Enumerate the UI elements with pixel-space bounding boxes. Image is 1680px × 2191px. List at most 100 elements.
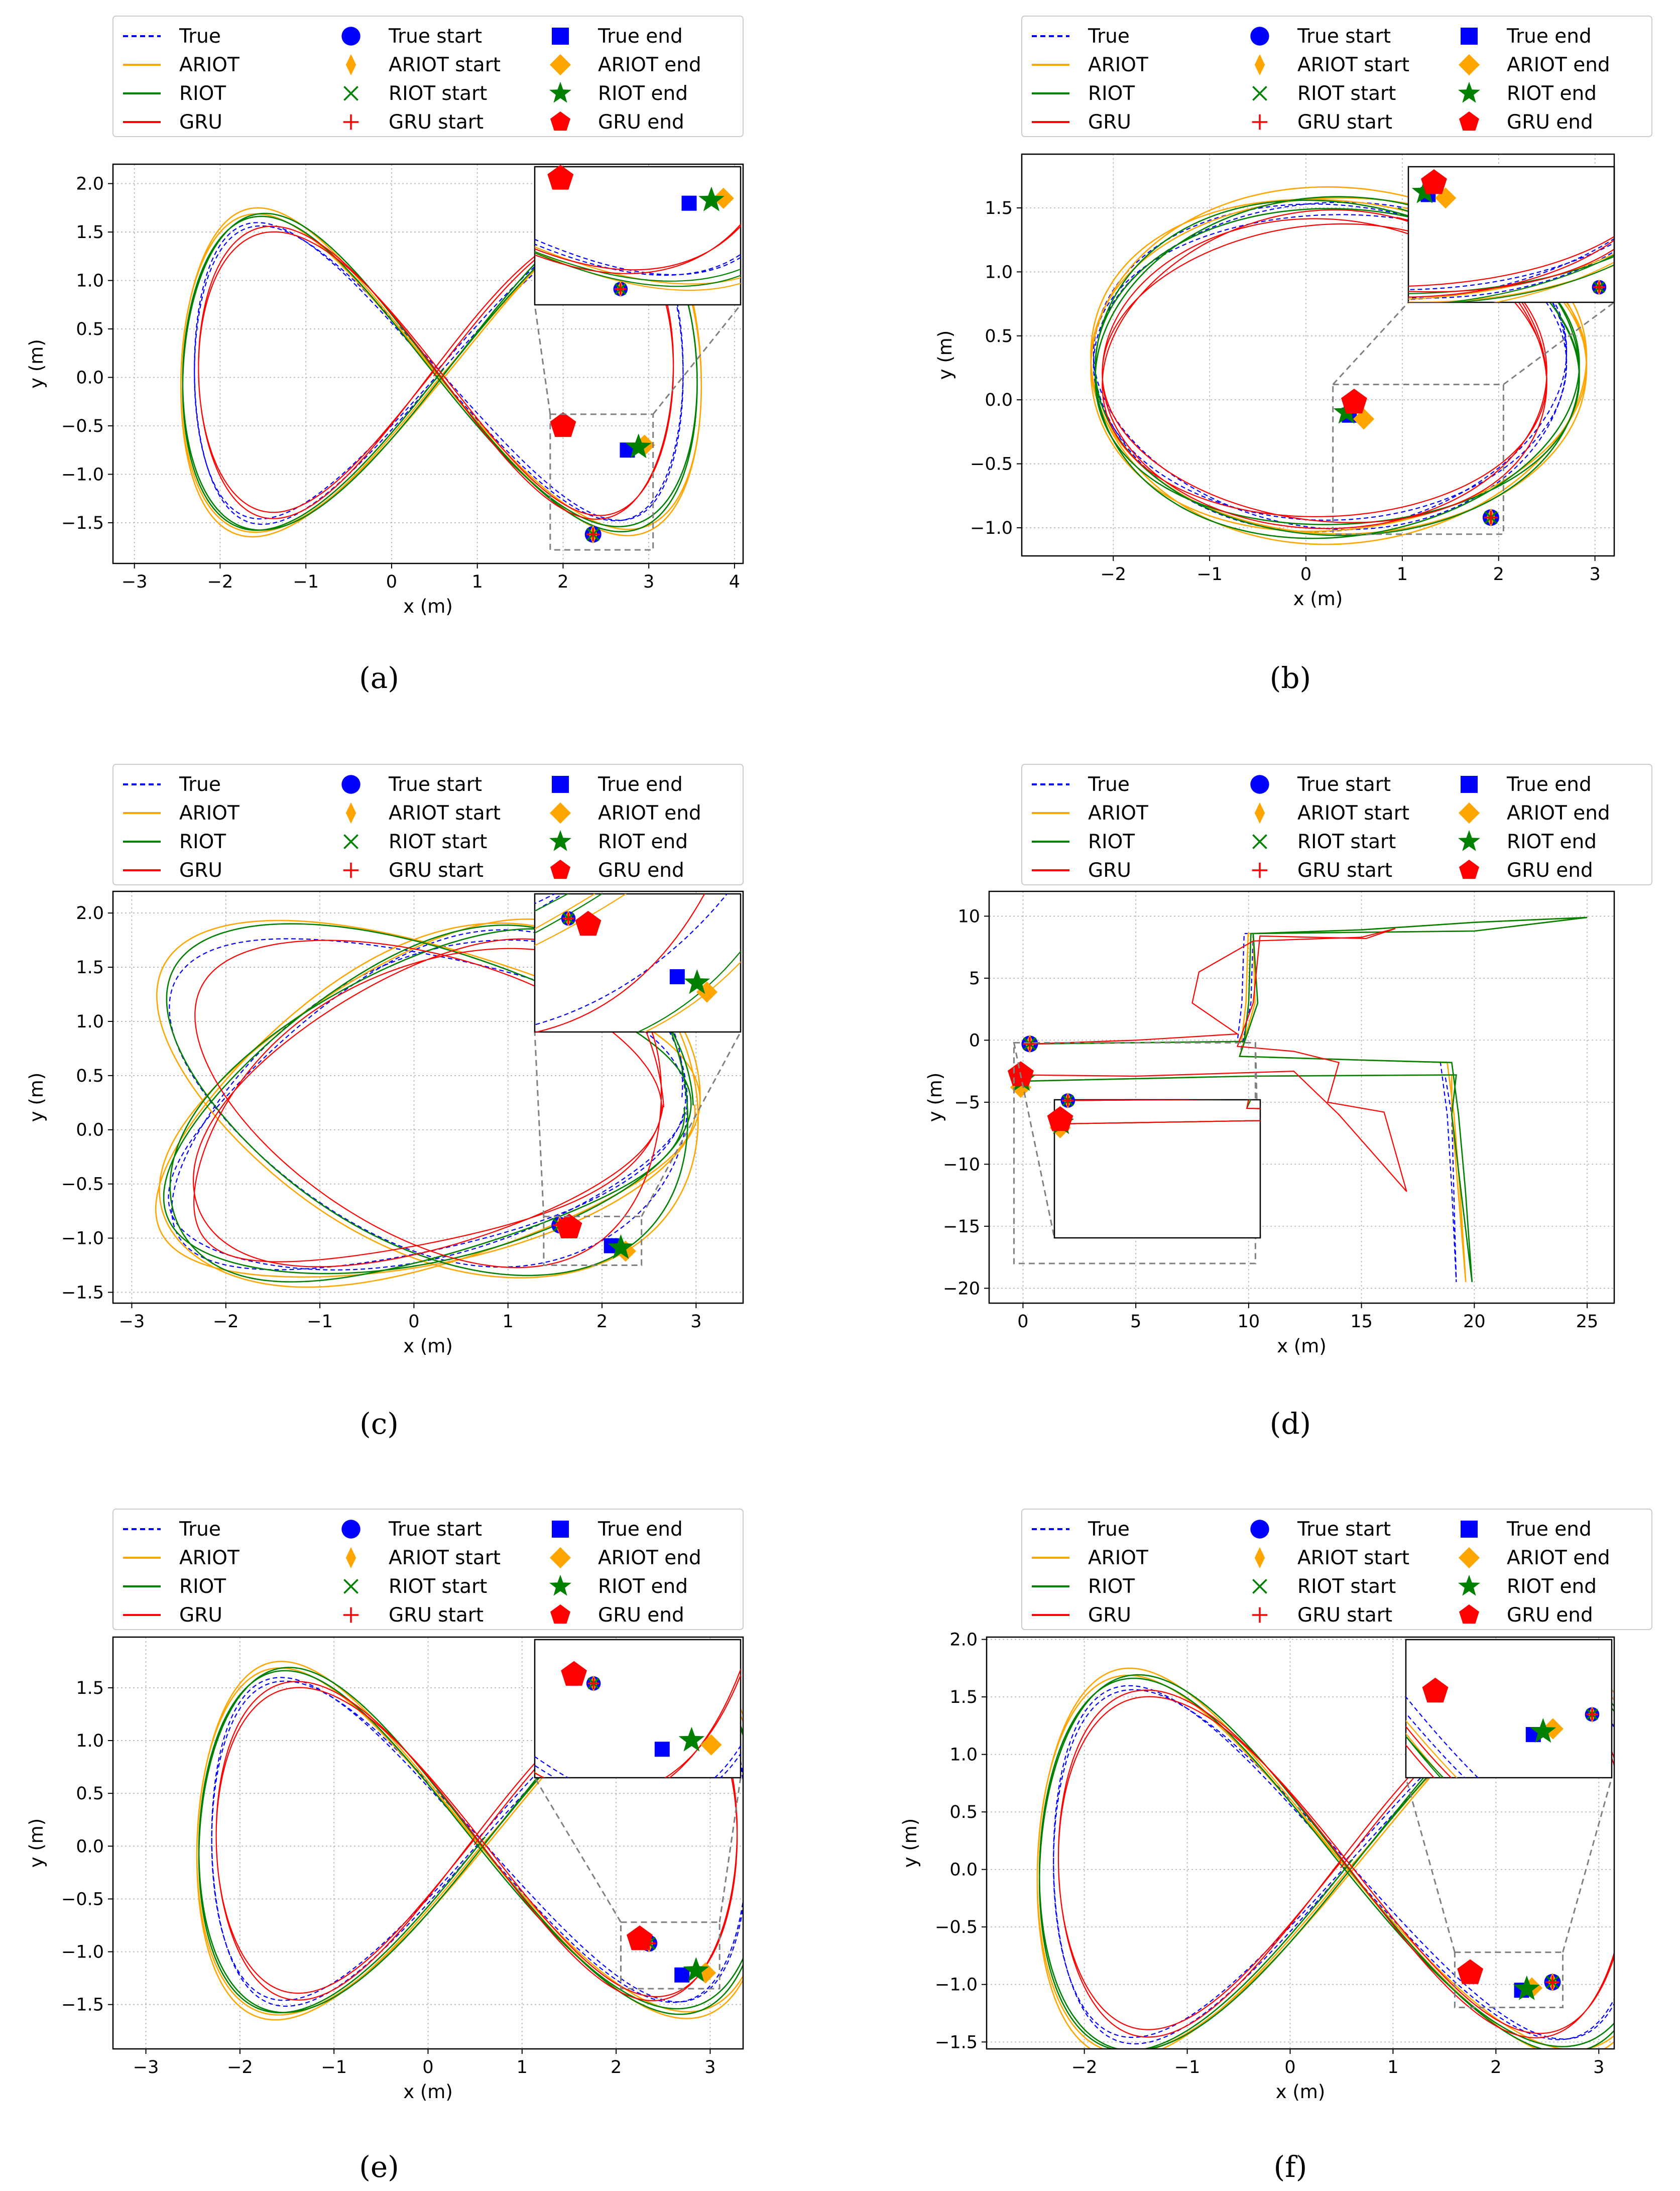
legend-swatch [1461,28,1478,45]
inset-gru-end [561,1661,587,1686]
legend-swatch [345,54,356,76]
legend-label: GRU start [389,859,484,882]
legend-item-riot-end: RIOT end [549,830,688,853]
legend-item-ariot-end: ARIOT end [1458,802,1610,825]
legend-swatch [549,1574,571,1596]
legend-swatch [1459,859,1479,879]
x-tick-label: −1 [307,1312,333,1332]
zoom-connector [1013,1043,1055,1238]
legend-swatch [1461,776,1478,793]
legend-label: True end [1506,25,1592,48]
legend-item-riot-start: RIOT start [1252,1575,1396,1598]
inset-gru-start [615,283,627,295]
legend-item-riot-start: RIOT start [343,1575,487,1598]
zoom-connector [1332,301,1409,385]
inset-ariot-end [712,187,734,209]
subplot-e: True ARIOT RIOT GRU True start ARIOT start RIO… [26,1509,744,2184]
legend-label: ARIOT [1088,1547,1148,1569]
legend-swatch [550,111,570,131]
legend-item-true-end: True end [552,773,683,796]
legend: True ARIOT RIOT GRU True start ARIOT start RIO… [1021,16,1652,137]
legend-item-riot-start: RIOT start [343,831,487,853]
legend-label: GRU start [1297,111,1392,134]
legend-swatch [549,830,571,851]
legend-label: RIOT [179,1575,226,1598]
legend-label: GRU start [389,111,484,134]
legend-label: ARIOT end [1507,54,1610,76]
legend-label: GRU end [598,111,684,134]
gru-start-marker [1484,511,1498,525]
legend-label: ARIOT end [598,54,701,76]
zoom-inset [1405,1639,1613,1953]
x-tick-label: −1 [293,572,319,592]
plot-frame [112,1636,744,2050]
legend-label: GRU start [1297,859,1392,882]
x-axis-label: x (m) [1277,1335,1327,1357]
trajectories [1020,916,1588,1283]
zoom-connector [1405,1777,1456,1953]
legend-label: ARIOT end [1507,1547,1610,1569]
legend-item-ariot-start: ARIOT start [345,802,501,825]
legend-swatch [549,1547,571,1569]
x-tick-label: −2 [1100,564,1126,585]
plot-frame [112,890,744,1304]
legend-swatch [345,1547,356,1569]
x-tick-label: −3 [122,572,148,592]
series-ariot [155,918,701,1288]
legend-item-gru-start: GRU start [343,1604,484,1627]
series-gru [193,938,664,1269]
trajectories [196,1661,743,2021]
y-tick-label: −1.0 [61,465,104,485]
inset-gru-start [562,912,574,925]
legend-label: GRU [1088,111,1131,134]
legend-label: RIOT end [598,1575,688,1598]
legend-label: True [1088,773,1130,796]
series-gru [1102,209,1547,529]
legend-swatch [1461,1521,1478,1538]
legend-item-true-start: True start [341,1518,482,1541]
legend-label: ARIOT [1088,802,1148,825]
legend-item-true-start: True start [1250,1518,1391,1541]
legend-label: True end [597,25,683,48]
legend-item-ariot-start: ARIOT start [1254,802,1409,825]
y-tick-label: 2.0 [76,903,104,924]
x-axis-label: x (m) [403,1335,453,1357]
series-gru [198,225,674,520]
y-axis-label: y (m) [899,1818,921,1868]
y-tick-label: −10 [943,1155,980,1175]
y-tick-label: 1.0 [76,1012,104,1032]
legend-label: True [1088,25,1130,48]
legend-label: GRU [1088,859,1131,882]
subplot-caption: (e) [359,2150,399,2184]
inset-gru-end [1421,169,1447,194]
legend-item-gru: GRU [123,859,222,882]
legend-label: ARIOT end [598,802,701,825]
legend-label: True end [597,773,683,796]
legend-swatch [1252,114,1268,130]
x-tick-label: 3 [1593,2057,1604,2078]
legend-swatch [1250,1520,1269,1539]
legend-label: RIOT [1088,831,1135,853]
ariot-end-marker [1353,408,1375,430]
legend-item-true: True [1032,25,1130,48]
markers [627,1925,716,1984]
zoom-region [543,1215,643,1266]
plot-frame [1021,153,1615,557]
zoom-connector [718,1777,742,1922]
legend-label: RIOT end [1507,82,1597,105]
legend-swatch [341,775,361,794]
x-tick-label: 3 [704,2057,715,2078]
y-tick-label: −0.5 [61,416,104,436]
y-tick-label: 5 [969,969,980,989]
legend-label: ARIOT start [1297,1547,1409,1569]
legend-item-ariot-end: ARIOT end [549,1547,701,1569]
x-tick-label: 4 [729,572,740,592]
inset-gru-start [1062,1094,1074,1107]
inset-riot-end [678,1726,705,1752]
legend-label: ARIOT [1088,54,1148,76]
legend-item-gru-end: GRU end [550,859,684,882]
series-ariot [1023,916,1588,1283]
legend-frame [112,764,744,885]
legend-item-ariot: ARIOT [1032,54,1148,76]
y-axis-label: y (m) [26,339,47,389]
